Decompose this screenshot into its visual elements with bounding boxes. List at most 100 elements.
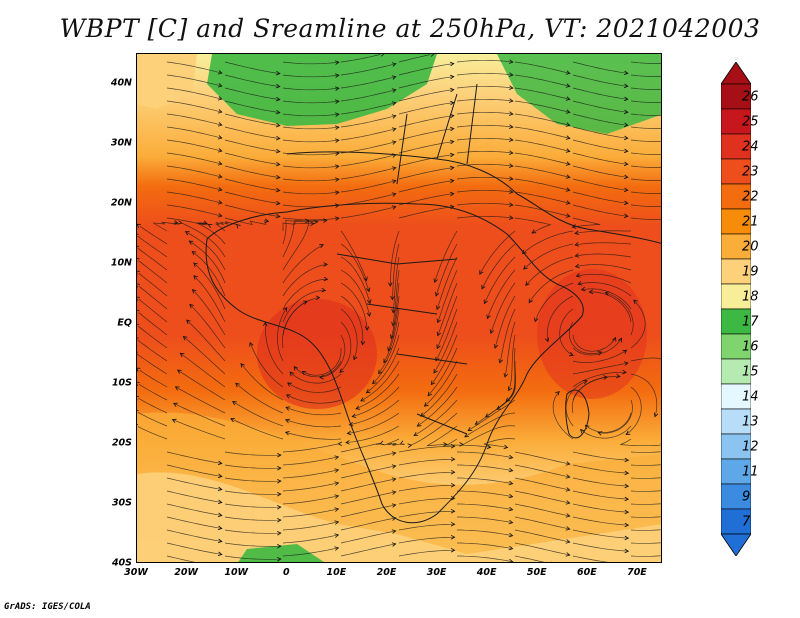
streamline-arrow [486, 444, 492, 450]
streamline-arrow [217, 486, 223, 492]
streamline [456, 124, 513, 128]
streamline-arrow [275, 187, 281, 193]
streamline [192, 289, 226, 336]
colorbar-segment [721, 158, 751, 185]
streamline [630, 373, 658, 417]
streamline-arrow [623, 200, 629, 206]
streamline-arrow [565, 96, 571, 101]
streamline [340, 256, 371, 304]
streamline [166, 464, 222, 477]
streamline-arrow [565, 83, 571, 88]
lon-tick-label: 20E [376, 567, 397, 578]
colorbar-segment [721, 308, 751, 335]
streamline [572, 529, 629, 539]
streamline-arrow [391, 464, 397, 469]
streamline-arrow [217, 200, 223, 205]
colorbar-segment [721, 208, 751, 235]
streamline [166, 126, 222, 139]
colorbar-segment [721, 458, 751, 485]
streamline [436, 295, 458, 349]
streamline [282, 534, 339, 544]
streamline [572, 113, 628, 126]
streamline [398, 167, 454, 180]
streamline-arrow [137, 309, 140, 314]
streamline-arrow [137, 367, 141, 372]
streamline [224, 61, 280, 74]
streamline [177, 369, 226, 401]
streamline-arrow [388, 282, 393, 287]
streamline-arrow [378, 369, 383, 375]
map-title: WBPT [C] and Sreamline at 250hPa, VT: 20… [59, 14, 761, 43]
streamline [285, 406, 342, 416]
streamline [398, 458, 455, 466]
streamline-arrow [184, 231, 190, 236]
streamline-arrow [334, 494, 340, 499]
streamline [457, 464, 513, 472]
streamlines [137, 54, 661, 562]
colorbar-tick-label: 18 [742, 289, 759, 304]
streamline-arrow [391, 451, 397, 456]
streamline-arrow [433, 368, 438, 374]
streamline-arrow [277, 517, 282, 523]
streamline [514, 555, 545, 562]
streamline-arrow [489, 329, 495, 334]
streamline-arrow [334, 481, 340, 486]
streamline [456, 215, 513, 219]
streamline [398, 154, 454, 167]
streamline-arrow [565, 213, 571, 218]
streamline-arrow [450, 456, 456, 462]
streamline [565, 380, 588, 427]
streamline-arrow [391, 477, 397, 482]
streamline [282, 219, 318, 245]
streamline-arrow [436, 318, 441, 324]
streamline [456, 72, 513, 76]
streamline [598, 399, 633, 434]
streamline-arrow [137, 296, 140, 301]
streamline [572, 126, 628, 139]
streamline [166, 152, 222, 165]
colorbar-tick-label: 19 [742, 264, 759, 279]
streamline-arrow [565, 161, 571, 166]
streamline [398, 63, 454, 76]
streamline-arrow [189, 303, 194, 309]
streamline-arrow [449, 87, 455, 93]
streamline [514, 542, 570, 556]
streamline-arrow [508, 545, 514, 551]
streamline [630, 451, 661, 453]
streamline [340, 128, 396, 141]
streamline-arrow [436, 344, 441, 350]
streamline [224, 542, 281, 547]
streamline [282, 508, 339, 518]
streamline [605, 292, 634, 336]
streamline [630, 464, 661, 466]
streamline [456, 98, 513, 102]
streamline-arrow [521, 249, 527, 255]
streamline [456, 111, 513, 115]
streamline-arrow [334, 533, 340, 538]
streamline [585, 412, 632, 433]
streamline-arrow [623, 187, 629, 193]
streamline-arrow [503, 444, 509, 450]
streamline-arrow [582, 380, 588, 385]
streamline-arrow [217, 460, 223, 466]
lon-tick-label: 60E [576, 567, 597, 578]
streamline [166, 503, 222, 516]
streamline-arrow [389, 334, 395, 340]
colorbar-tick-label: 7 [742, 514, 751, 529]
streamline [138, 326, 168, 349]
streamline-arrow [235, 382, 240, 388]
wbpt-streamline-map [137, 54, 661, 562]
streamline-arrow [544, 337, 550, 343]
streamline [457, 542, 513, 550]
streamline-arrow [623, 161, 629, 167]
streamline [166, 74, 222, 87]
streamline-arrow [277, 491, 282, 497]
streamline [224, 100, 280, 113]
streamline-arrow [416, 422, 422, 427]
streamline [630, 152, 661, 155]
streamline-arrow [217, 213, 223, 218]
streamline-arrow [508, 480, 514, 486]
streamline-arrow [188, 240, 194, 245]
streamline-arrow [551, 561, 552, 562]
streamline [575, 253, 632, 258]
